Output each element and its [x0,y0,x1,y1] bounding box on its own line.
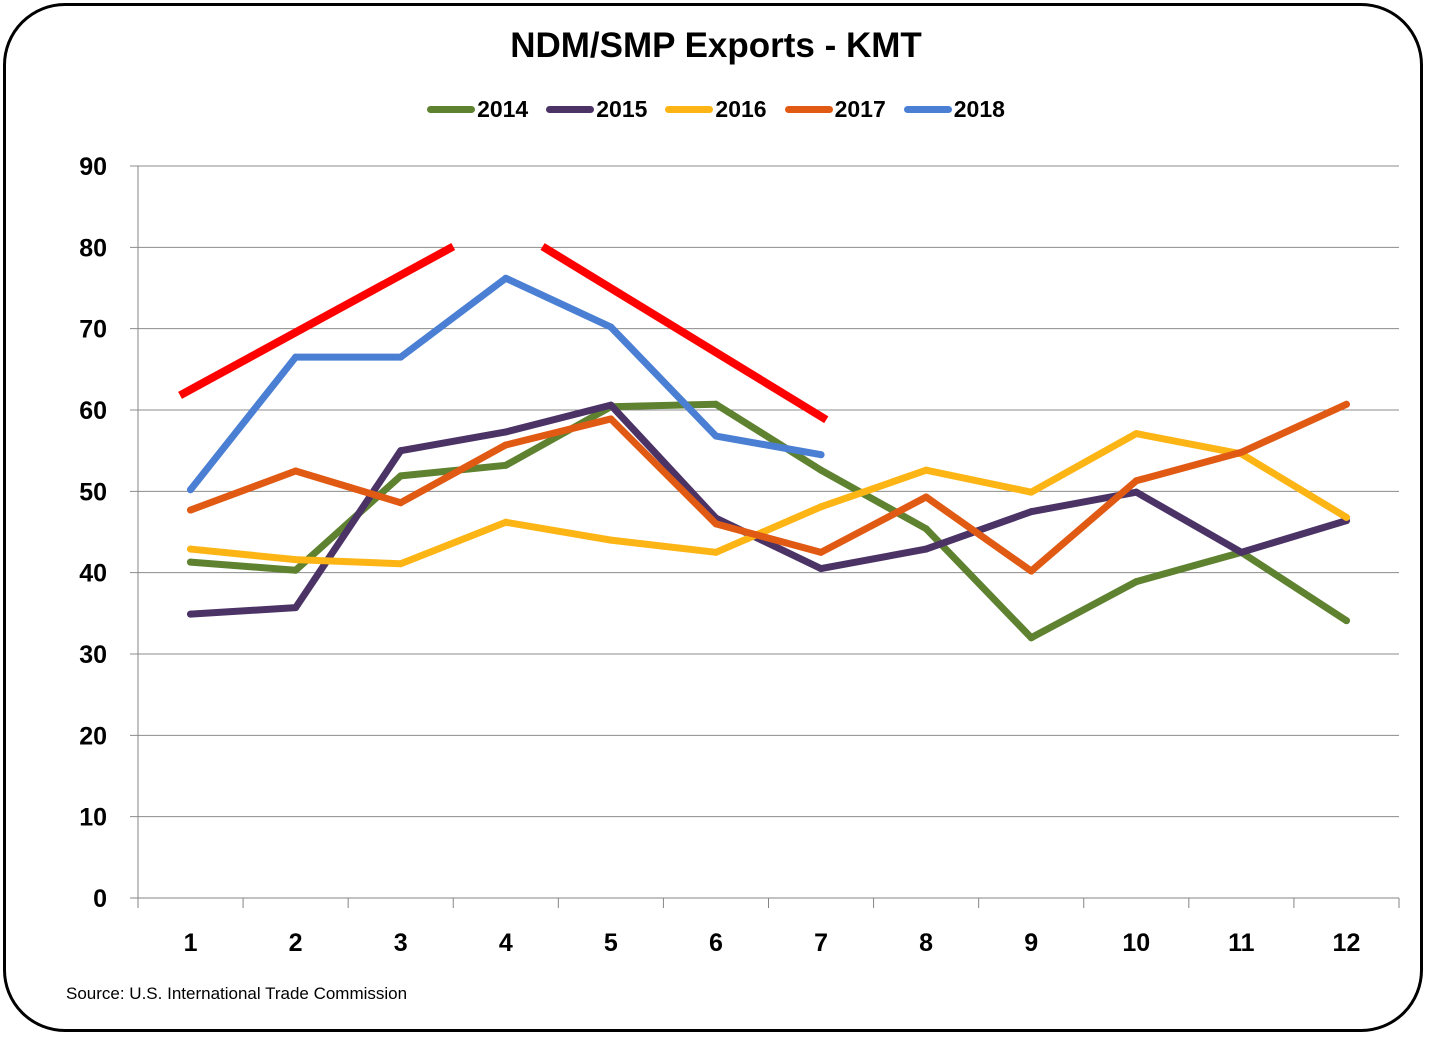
x-tick-label: 6 [709,929,723,957]
y-tick-label: 30 [79,641,107,669]
y-tick-label: 80 [79,234,107,262]
data-point-2016 [712,548,720,556]
x-tick-label: 3 [394,929,408,957]
legend-swatch [427,106,476,113]
data-point-2016 [1027,488,1035,496]
data-point-2017 [292,467,300,475]
data-point-2016 [1342,513,1350,521]
data-point-2014 [922,525,930,533]
data-point-2014 [397,472,405,480]
data-point-2014 [817,466,825,474]
data-point-2014 [292,566,300,574]
legend: 2014 2015 2016 2017 2018 [0,96,1432,123]
data-point-2018 [397,353,405,361]
data-point-2015 [187,610,195,618]
x-tick-label: 5 [604,929,618,957]
data-point-2018 [187,486,195,494]
series-line-2016 [187,430,1350,568]
data-point-2017 [1342,400,1350,408]
y-tick-label: 20 [79,722,107,750]
x-tick-label: 9 [1024,929,1038,957]
legend-label: 2016 [715,96,767,122]
legend-label: 2017 [834,96,886,122]
red-trend-line [540,243,829,424]
data-point-2016 [1132,430,1140,438]
x-tick-label: 12 [1333,929,1361,957]
data-point-2017 [502,441,510,449]
legend-swatch [665,106,714,113]
data-point-2016 [922,466,930,474]
y-tick-label: 50 [79,478,107,506]
data-point-2016 [397,560,405,568]
legend-swatch [903,106,952,113]
data-point-2015 [1132,488,1140,496]
y-tick-label: 70 [79,316,107,344]
data-point-2017 [1132,477,1140,485]
x-tick-label: 8 [919,929,933,957]
data-point-2014 [1132,578,1140,586]
source-note: Source: U.S. International Trade Commiss… [66,984,408,1003]
data-point-2014 [712,400,720,408]
legend-swatch [784,106,833,113]
data-point-2015 [1237,548,1245,556]
data-point-2018 [817,451,825,459]
data-point-2016 [817,503,825,511]
chart-title: NDM/SMP Exports - KMT [510,26,922,65]
red-trend-line [178,243,456,399]
data-point-2016 [607,536,615,544]
data-point-2018 [502,274,510,282]
data-point-2015 [1027,508,1035,516]
data-point-2014 [502,461,510,469]
data-point-2017 [607,415,615,423]
legend-item-2015: 2015 [546,96,647,123]
x-tick-label: 1 [184,929,198,957]
data-point-2017 [922,493,930,501]
data-point-2014 [1342,617,1350,625]
legend-item-2014: 2014 [427,96,528,123]
data-point-2017 [187,506,195,514]
series-line-2017 [187,400,1350,575]
x-tick-label: 10 [1122,929,1150,957]
data-point-2017 [1027,567,1035,575]
data-point-2014 [187,558,195,566]
y-tick-label: 60 [79,397,107,425]
data-point-2016 [502,518,510,526]
x-tick-label: 11 [1228,929,1255,957]
data-point-2017 [712,520,720,528]
y-tick-label: 0 [93,885,107,913]
data-point-2016 [187,545,195,553]
data-point-2016 [292,556,300,564]
legend-label: 2018 [953,96,1005,122]
x-tick-label: 2 [289,929,303,957]
legend-label: 2015 [596,96,648,122]
legend-label: 2014 [477,96,529,122]
legend-swatch [546,106,595,113]
data-point-2018 [292,353,300,361]
x-tick-label: 7 [814,929,828,957]
data-point-2017 [817,548,825,556]
series-line-2018 [187,274,825,494]
legend-item-2016: 2016 [665,96,767,123]
data-point-2015 [292,604,300,612]
data-point-2014 [1027,634,1035,642]
data-point-2017 [1237,448,1245,456]
y-tick-label: 40 [79,560,107,588]
data-point-2015 [397,447,405,455]
y-tick-label: 90 [79,153,107,181]
data-point-2015 [607,401,615,409]
chart-frame [3,3,1423,1032]
series-line-2014 [187,400,1350,642]
data-point-2015 [817,565,825,573]
legend-item-2018: 2018 [903,96,1005,123]
data-point-2018 [712,432,720,440]
y-tick-label: 10 [79,804,107,832]
series-line-2015 [187,401,1350,618]
data-point-2015 [922,545,930,553]
x-tick-label: 4 [499,929,513,957]
legend-item-2017: 2017 [784,96,886,123]
data-point-2015 [502,428,510,436]
data-point-2017 [397,499,405,507]
data-point-2018 [607,323,615,331]
